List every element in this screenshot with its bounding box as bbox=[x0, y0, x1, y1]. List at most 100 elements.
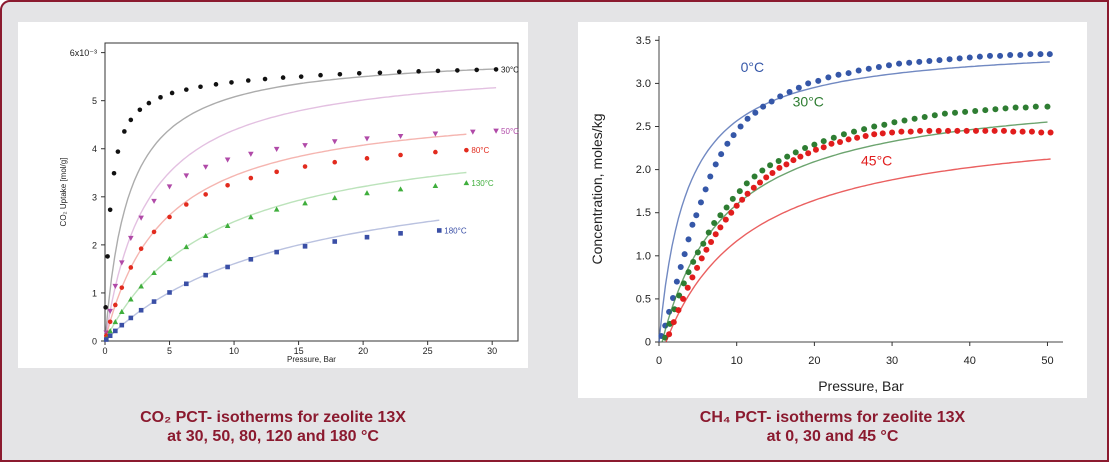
data-point-180c bbox=[113, 328, 118, 334]
data-point-180c bbox=[332, 239, 338, 244]
data-point-30c bbox=[229, 80, 234, 85]
data-point-180c bbox=[151, 299, 157, 304]
data-point-30c bbox=[1012, 104, 1019, 111]
data-point-0c bbox=[697, 199, 704, 206]
data-point-30c bbox=[972, 107, 979, 114]
data-point-0c bbox=[795, 84, 802, 91]
series-line-50c bbox=[104, 87, 497, 342]
data-point-30c bbox=[851, 128, 858, 135]
y-axis-title: CO₂ Uptake [mol/g] bbox=[59, 158, 68, 227]
data-point-0c bbox=[737, 123, 744, 130]
series-line-180c bbox=[104, 219, 440, 342]
data-point-30c bbox=[705, 229, 712, 236]
y-tick-label: 5 bbox=[92, 96, 97, 106]
data-point-45c bbox=[708, 239, 715, 246]
series-line-80c bbox=[104, 133, 467, 342]
data-point-30c bbox=[337, 71, 343, 77]
data-point-30c bbox=[1032, 103, 1039, 110]
data-point-30c bbox=[729, 195, 736, 202]
data-point-30c bbox=[775, 157, 782, 164]
data-point-0c bbox=[986, 52, 993, 59]
data-point-45c bbox=[689, 274, 696, 281]
data-point-45c bbox=[1038, 129, 1045, 136]
data-point-45c bbox=[1047, 129, 1054, 136]
data-point-30c bbox=[962, 108, 969, 115]
ch4-caption-line-1: CH₄ PCT- isotherms for zeolite 13X bbox=[699, 409, 966, 426]
data-point-0c bbox=[885, 62, 892, 69]
data-point-30c bbox=[931, 112, 938, 119]
data-point-180c bbox=[436, 228, 442, 233]
data-point-130c bbox=[118, 308, 125, 314]
data-point-30c bbox=[416, 69, 421, 74]
y-tick-label: 1 bbox=[92, 288, 97, 298]
data-point-180c bbox=[107, 333, 113, 339]
series-label-30c: 30°C bbox=[793, 94, 824, 110]
data-point-130c bbox=[166, 256, 173, 262]
data-point-45c bbox=[670, 319, 677, 326]
data-point-45c bbox=[917, 127, 924, 134]
data-point-30c bbox=[767, 162, 774, 169]
data-point-30c bbox=[396, 69, 402, 75]
data-point-30c bbox=[184, 87, 189, 92]
series-line-30c bbox=[661, 121, 1048, 343]
data-point-80c bbox=[107, 319, 113, 325]
data-point-80c bbox=[302, 164, 308, 169]
data-point-130c bbox=[224, 222, 231, 228]
ch4-isotherm-chart: 0 10 20 30 40 50 0 0.5 1.0 1.5 2.0 2.5 3.0 3.5 Pressur… bbox=[589, 35, 1063, 394]
data-point-45c bbox=[828, 140, 835, 147]
data-point-80c bbox=[128, 265, 134, 270]
data-point-130c bbox=[107, 328, 113, 334]
data-point-180c bbox=[103, 337, 109, 342]
data-point-50c bbox=[248, 151, 254, 157]
ch4-caption: CH₄ PCT- isotherms for zeolite 13X at 0,… bbox=[578, 408, 1087, 446]
data-point-0c bbox=[1046, 51, 1053, 58]
y-tick-label: 3.0 bbox=[636, 78, 651, 90]
x-tick-label: 0 bbox=[656, 355, 662, 367]
data-point-50c bbox=[112, 283, 119, 290]
data-point-0c bbox=[855, 67, 862, 74]
series-line-30c bbox=[104, 68, 497, 342]
data-point-30c bbox=[435, 68, 441, 74]
data-point-0c bbox=[685, 236, 692, 243]
data-point-80c bbox=[203, 192, 208, 197]
data-point-30c bbox=[840, 131, 847, 138]
data-point-0c bbox=[815, 77, 822, 84]
data-point-45c bbox=[963, 127, 970, 134]
data-point-0c bbox=[693, 212, 700, 219]
data-point-30c bbox=[455, 68, 460, 73]
data-point-80c bbox=[103, 333, 109, 339]
data-point-30c bbox=[680, 280, 687, 287]
data-point-80c bbox=[364, 156, 370, 161]
data-point-45c bbox=[757, 179, 763, 186]
data-point-30c bbox=[811, 141, 818, 148]
data-point-0c bbox=[916, 58, 923, 65]
data-point-0c bbox=[724, 140, 731, 147]
data-point-30c bbox=[474, 67, 480, 73]
data-point-30c bbox=[262, 76, 268, 82]
data-point-0c bbox=[752, 109, 759, 116]
y-tick-label: 2 bbox=[92, 240, 97, 250]
data-point-130c bbox=[128, 296, 134, 302]
data-point-45c bbox=[812, 146, 819, 153]
series-label-0c: 0°C bbox=[741, 59, 765, 75]
data-point-30c bbox=[137, 107, 143, 113]
x-tick-label: 5 bbox=[167, 346, 172, 356]
data-point-30c bbox=[356, 70, 362, 76]
data-point-180c bbox=[398, 231, 403, 236]
data-point-130c bbox=[302, 200, 308, 206]
data-point-0c bbox=[730, 132, 737, 139]
data-point-45c bbox=[898, 128, 905, 135]
data-point-80c bbox=[398, 152, 403, 158]
x-tick-label: 20 bbox=[358, 346, 368, 356]
y-tick-label: 3.5 bbox=[636, 35, 651, 47]
data-point-30c bbox=[941, 110, 948, 117]
data-point-0c bbox=[673, 278, 680, 285]
data-point-45c bbox=[935, 127, 942, 134]
y-tick-label: 6x10⁻³ bbox=[70, 48, 97, 58]
data-point-0c bbox=[825, 74, 832, 81]
data-point-45c bbox=[763, 174, 770, 181]
y-tick-label: 0.5 bbox=[636, 293, 651, 305]
x-tick-label: 20 bbox=[808, 355, 820, 367]
data-point-30c bbox=[711, 220, 718, 227]
data-point-0c bbox=[835, 71, 842, 78]
